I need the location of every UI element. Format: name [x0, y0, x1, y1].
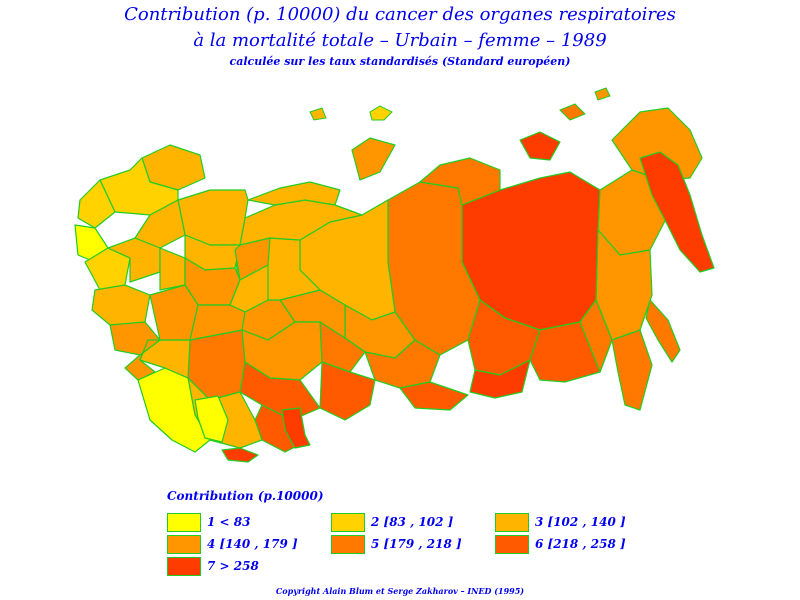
legend-swatch-3 [495, 513, 529, 532]
region-belarus [84, 247, 131, 291]
region-kamchatka [639, 151, 715, 273]
map-subtitle: calculée sur les taux standardisés (Stan… [229, 55, 571, 68]
region-volga [149, 284, 199, 341]
map-title-line-1: Contribution (p. 10000) du cancer des or… [124, 4, 676, 25]
legend-label-2: 2 [83 , 102 ] [371, 515, 454, 529]
island-franz-josef [369, 105, 393, 121]
region-tajikistan [221, 447, 259, 463]
map-title-line-2: à la mortalité totale – Urbain – femme –… [193, 30, 607, 51]
region-severnaya-zemlya [519, 131, 561, 161]
legend-swatch-5 [331, 535, 365, 554]
legend-swatch-1 [167, 513, 201, 532]
legend-label-7: 7 > 258 [207, 559, 259, 573]
copyright-notice: Copyright Alain Blum et Serge Zakharov –… [275, 586, 525, 596]
region-ukraine-north [91, 284, 151, 326]
island-novosibirsk [559, 103, 586, 121]
region-kyrgyzstan [281, 407, 311, 449]
legend-swatch-2 [331, 513, 365, 532]
region-taimyr [419, 157, 501, 206]
region-amur [579, 299, 613, 373]
legend-swatch-4 [167, 535, 201, 554]
legend-label-1: 1 < 83 [207, 515, 251, 529]
legend-title: Contribution (p.10000) [167, 489, 324, 503]
region-east-kazakhstan [239, 361, 321, 421]
legend-label-4: 4 [140 , 179 ] [207, 537, 298, 551]
region-caucasus-north [124, 339, 161, 381]
region-tuva [399, 381, 469, 411]
region-novaya-zemlya [351, 137, 396, 181]
region-primorye [611, 329, 653, 411]
region-vologda [134, 199, 186, 249]
region-altai [319, 361, 376, 421]
region-karakalpakstan [194, 395, 229, 443]
region-nizhny [159, 247, 186, 291]
region-orenburg [189, 304, 246, 341]
region-kemerovo [364, 339, 441, 389]
legend-swatch-6 [495, 535, 529, 554]
region-karelia [99, 157, 179, 216]
region-buryatia [469, 359, 531, 399]
legend-swatch-7 [167, 557, 201, 576]
region-leningrad [77, 179, 116, 229]
legend-label-5: 5 [179 , 218 ] [371, 537, 462, 551]
region-perm [234, 237, 271, 281]
legend-label-3: 3 [102 , 140 ] [535, 515, 626, 529]
region-nenets [247, 181, 341, 206]
island-wrangel [594, 87, 611, 101]
island-spitsbergen [309, 107, 327, 121]
legend-label-6: 6 [218 , 258 ] [535, 537, 626, 551]
region-sakhalin [645, 299, 681, 363]
